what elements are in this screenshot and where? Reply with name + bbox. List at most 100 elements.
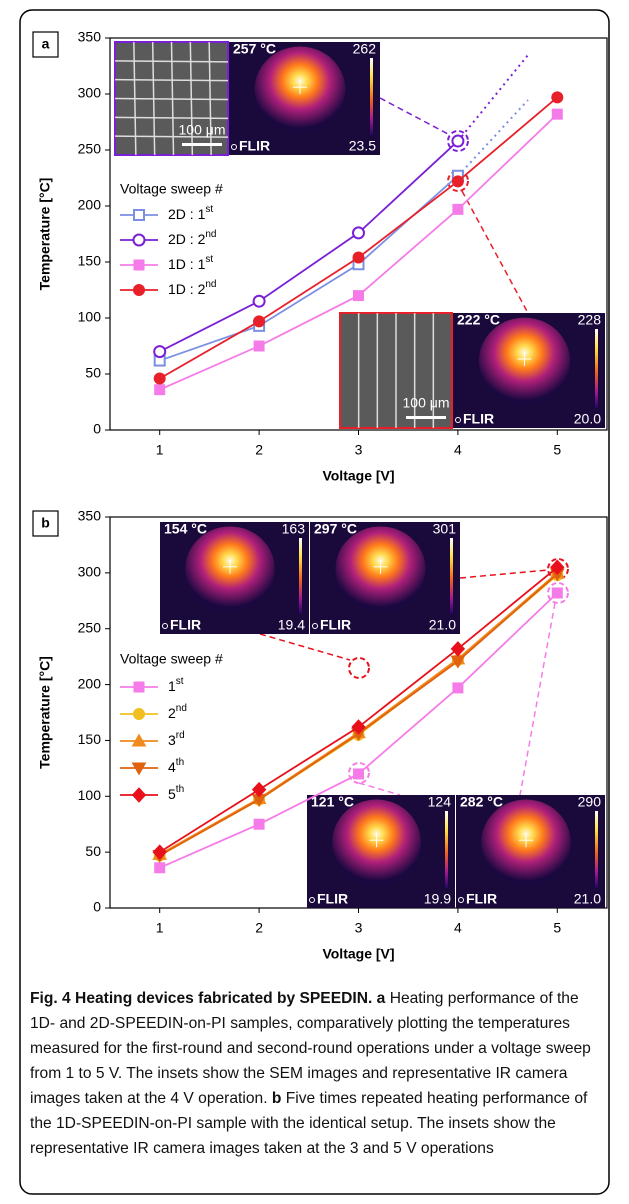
marker xyxy=(452,203,464,215)
legend-marker xyxy=(131,787,147,803)
brand-icon xyxy=(455,417,461,423)
legend-title: Voltage sweep # xyxy=(120,181,223,197)
legend-marker xyxy=(133,209,145,221)
sem-wire xyxy=(114,135,229,138)
x-tick-label: 3 xyxy=(355,442,363,458)
x-axis-label: Voltage [V] xyxy=(322,946,394,962)
marker xyxy=(252,294,266,308)
marker xyxy=(253,340,265,352)
marker xyxy=(351,719,366,735)
ir-min: 19.9 xyxy=(424,891,451,907)
highlight xyxy=(447,170,469,192)
caption: Fig. 4 Heating devices fabricated by SPE… xyxy=(30,986,606,1161)
ir-max: 301 xyxy=(433,521,457,537)
brand-icon xyxy=(312,623,318,629)
ir-temp: 282 °C xyxy=(460,794,503,810)
ir-colorbar xyxy=(595,329,598,408)
ir-colorbar xyxy=(299,538,302,614)
panel-label: b xyxy=(41,515,50,531)
ir-max: 124 xyxy=(428,794,452,810)
ir-temp: 257 °C xyxy=(233,41,276,57)
marker xyxy=(153,345,167,359)
legend-marker xyxy=(131,733,147,747)
ir-brand: FLIR xyxy=(466,891,497,907)
ir-brand: FLIR xyxy=(239,138,270,154)
marker xyxy=(450,641,466,657)
legend-entry: 2D : 2nd xyxy=(168,229,216,247)
connector xyxy=(459,569,549,579)
ir-min: 21.0 xyxy=(429,617,456,633)
marker xyxy=(551,91,564,104)
y-tick-label: 300 xyxy=(78,85,102,101)
legend-entry: 2nd xyxy=(168,703,187,721)
marker xyxy=(253,818,265,830)
highlight xyxy=(348,762,370,784)
ir-brand: FLIR xyxy=(170,617,201,633)
marker xyxy=(251,781,267,798)
ir-max: 163 xyxy=(282,521,306,537)
brand-icon xyxy=(162,623,168,629)
highlight xyxy=(447,130,469,152)
x-tick-label: 3 xyxy=(355,920,363,936)
legend-entry: 1D : 1st xyxy=(168,254,213,272)
highlight xyxy=(547,558,569,580)
sem-wire xyxy=(114,116,229,120)
x-tick-label: 4 xyxy=(454,442,462,458)
panel-label: a xyxy=(42,36,50,52)
x-tick-label: 1 xyxy=(156,920,164,936)
connector xyxy=(259,633,351,661)
ir-temp: 297 °C xyxy=(314,521,357,537)
y-tick-label: 250 xyxy=(78,141,102,157)
x-tick-label: 1 xyxy=(156,442,164,458)
highlight xyxy=(547,582,569,604)
ir-colorbar xyxy=(445,811,448,888)
y-tick-label: 0 xyxy=(93,421,101,437)
marker xyxy=(152,844,167,860)
y-tick-label: 350 xyxy=(78,508,102,524)
ir-min: 21.0 xyxy=(574,891,601,907)
ir-brand: FLIR xyxy=(317,891,348,907)
ir-colorbar xyxy=(595,811,598,888)
y-axis-label: Temperature [°C] xyxy=(37,656,53,769)
legend-title: Voltage sweep # xyxy=(120,651,223,667)
marker xyxy=(551,587,563,599)
marker xyxy=(154,862,166,874)
sem-wire xyxy=(208,41,212,156)
caption-panel: a xyxy=(376,990,386,1007)
marker xyxy=(452,682,464,694)
y-axis-label: Temperature [°C] xyxy=(37,178,53,291)
x-tick-label: 5 xyxy=(553,442,561,458)
brand-icon xyxy=(231,144,237,150)
caption-title: Fig. 4 Heating devices fabricated by SPE… xyxy=(30,990,373,1007)
x-tick-label: 2 xyxy=(255,442,263,458)
legend-marker xyxy=(133,284,145,296)
marker xyxy=(352,226,365,240)
marker xyxy=(551,108,563,120)
ir-temp: 154 °C xyxy=(164,521,207,537)
ir-brand: FLIR xyxy=(463,411,494,427)
brand-icon xyxy=(309,897,315,903)
scale-label: 100 μm xyxy=(179,122,226,138)
y-tick-label: 300 xyxy=(78,564,102,580)
ir-max: 228 xyxy=(578,312,602,328)
series-line xyxy=(159,140,459,353)
marker xyxy=(550,559,565,576)
x-axis-label: Voltage [V] xyxy=(322,468,394,484)
legend-entry: 4th xyxy=(168,757,184,775)
legend-entry: 5th xyxy=(168,784,184,802)
scale-bar xyxy=(182,143,222,146)
marker xyxy=(253,315,266,328)
caption-panel: b xyxy=(271,1090,282,1107)
caption-text: Heating performance of the 1D- and 2D-SP… xyxy=(30,990,591,1107)
connector xyxy=(379,97,449,135)
marker xyxy=(153,372,166,385)
ir-colorbar xyxy=(370,58,373,135)
panel-label-box xyxy=(32,31,59,58)
legend-marker xyxy=(131,762,147,776)
ir-colorbar xyxy=(450,538,453,614)
ir-max: 290 xyxy=(578,794,602,810)
scale-label: 100 μm xyxy=(403,395,450,411)
legend-marker xyxy=(132,233,146,247)
